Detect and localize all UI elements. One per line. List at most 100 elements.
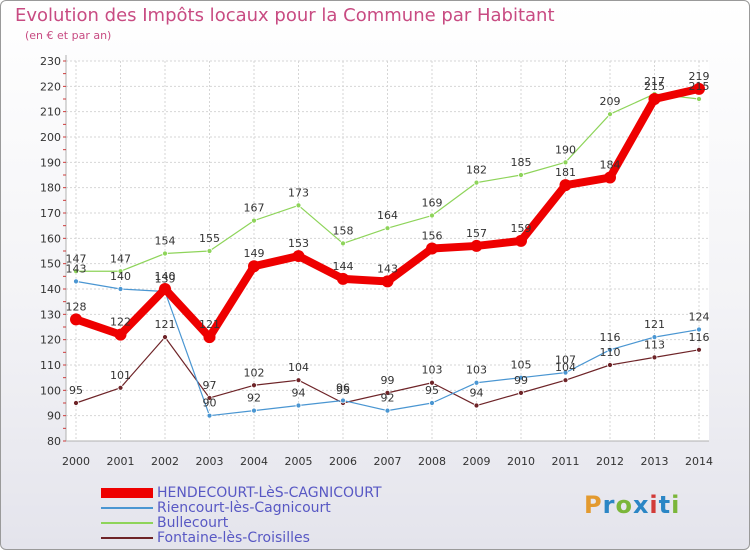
series-point bbox=[518, 172, 524, 178]
legend-swatch-fontaine bbox=[101, 537, 153, 539]
series-point bbox=[162, 334, 168, 341]
y-tick-label: 210 bbox=[40, 106, 61, 119]
series-point bbox=[381, 275, 394, 288]
y-tick-label: 190 bbox=[40, 156, 61, 169]
data-label: 95 bbox=[425, 384, 439, 397]
series-point bbox=[473, 179, 480, 186]
series-point bbox=[559, 179, 572, 192]
y-tick-label: 170 bbox=[40, 207, 61, 220]
y-tick-label: 110 bbox=[40, 359, 61, 372]
data-label: 167 bbox=[244, 202, 265, 215]
data-label: 155 bbox=[199, 232, 220, 245]
series-point bbox=[518, 389, 524, 396]
series-point bbox=[607, 111, 613, 118]
data-label: 92 bbox=[381, 392, 395, 405]
series-point bbox=[295, 402, 302, 409]
x-tick-label: 2000 bbox=[62, 455, 90, 468]
data-label: 95 bbox=[69, 384, 83, 397]
series-point bbox=[340, 240, 346, 247]
data-label: 99 bbox=[381, 374, 395, 387]
series-point bbox=[562, 159, 569, 166]
series-point bbox=[426, 242, 438, 255]
legend-label-bullecourt: Bullecourt bbox=[157, 515, 229, 531]
series-point bbox=[648, 93, 661, 105]
data-label: 185 bbox=[511, 156, 532, 169]
series-point bbox=[73, 400, 79, 406]
data-label: 124 bbox=[689, 311, 710, 324]
data-label: 184 bbox=[600, 159, 621, 172]
data-label: 113 bbox=[644, 338, 665, 351]
series-point bbox=[70, 313, 82, 326]
series-point bbox=[429, 212, 435, 219]
series-point bbox=[337, 272, 349, 285]
series-point bbox=[696, 96, 702, 102]
series-point bbox=[651, 334, 658, 341]
data-label: 103 bbox=[466, 364, 487, 377]
series-point bbox=[251, 217, 257, 224]
series-point bbox=[117, 384, 124, 391]
series-point bbox=[295, 377, 302, 384]
y-tick-label: 100 bbox=[40, 384, 61, 397]
data-label: 116 bbox=[689, 331, 710, 344]
data-label: 110 bbox=[600, 346, 621, 359]
x-tick-label: 2010 bbox=[507, 455, 535, 468]
data-label: 121 bbox=[199, 318, 220, 331]
chart-title: Evolution des Impôts locaux pour la Comm… bbox=[15, 5, 555, 26]
data-label: 95 bbox=[336, 384, 350, 397]
data-label: 149 bbox=[244, 247, 265, 260]
data-label: 104 bbox=[288, 361, 309, 374]
data-label: 169 bbox=[422, 197, 443, 210]
data-label: 122 bbox=[110, 316, 131, 329]
data-label: 158 bbox=[333, 224, 354, 237]
legend-swatch-hendecourt bbox=[101, 488, 153, 498]
data-label: 105 bbox=[511, 359, 532, 372]
series-point bbox=[295, 202, 302, 209]
x-tick-label: 2011 bbox=[552, 455, 580, 468]
y-tick-label: 150 bbox=[40, 258, 61, 271]
x-tick-label: 2013 bbox=[641, 455, 669, 468]
data-label: 143 bbox=[66, 262, 87, 275]
series-point bbox=[696, 326, 702, 333]
series-point bbox=[518, 374, 524, 381]
x-tick-label: 2006 bbox=[329, 455, 357, 468]
data-label: 121 bbox=[644, 318, 665, 331]
series-point bbox=[117, 286, 124, 292]
data-label: 107 bbox=[555, 354, 576, 367]
data-label: 140 bbox=[155, 270, 176, 283]
series-point bbox=[384, 389, 391, 396]
y-tick-label: 180 bbox=[40, 182, 61, 195]
series-point bbox=[117, 268, 124, 275]
series-point bbox=[251, 382, 257, 389]
data-label: 102 bbox=[244, 366, 265, 379]
y-tick-label: 220 bbox=[40, 80, 61, 93]
data-label: 97 bbox=[203, 379, 217, 392]
y-tick-label: 130 bbox=[40, 308, 61, 321]
data-label: 143 bbox=[377, 262, 398, 275]
series-point bbox=[562, 377, 569, 384]
data-label: 164 bbox=[377, 209, 398, 222]
x-tick-label: 2012 bbox=[596, 455, 624, 468]
series-point bbox=[473, 402, 480, 409]
data-label: 147 bbox=[110, 252, 131, 265]
series-point bbox=[604, 171, 616, 184]
data-label: 181 bbox=[555, 166, 576, 179]
data-label: 182 bbox=[466, 164, 487, 177]
series-point bbox=[159, 283, 171, 295]
legend-label-fontaine: Fontaine-lès-Croisilles bbox=[157, 530, 310, 546]
y-tick-label: 160 bbox=[40, 232, 61, 245]
legend-label-hendecourt: HENDECOURT-LèS-CAGNICOURT bbox=[157, 485, 382, 501]
data-label: 92 bbox=[247, 392, 261, 405]
series-point bbox=[340, 397, 346, 404]
data-label: 104 bbox=[555, 361, 576, 374]
series-point bbox=[429, 379, 435, 386]
data-label: 99 bbox=[514, 374, 528, 387]
series-point bbox=[162, 250, 168, 257]
legend-label-riencourt: Riencourt-lès-Cagnicourt bbox=[157, 500, 331, 516]
series-point bbox=[470, 239, 483, 252]
x-tick-label: 2003 bbox=[196, 455, 224, 468]
series-point bbox=[429, 400, 435, 406]
series-point bbox=[114, 328, 127, 341]
data-label: 215 bbox=[689, 80, 710, 93]
data-label: 116 bbox=[600, 331, 621, 344]
